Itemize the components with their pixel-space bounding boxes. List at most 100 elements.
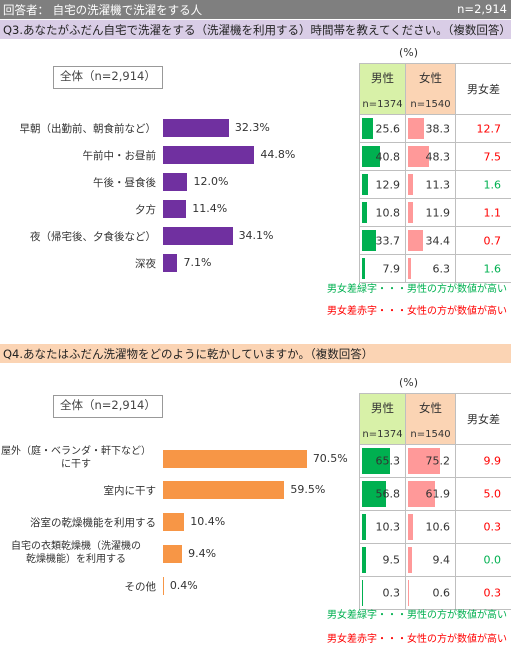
female-value: 48.3 [425,150,451,163]
female-cell-inner: 9.4 [406,544,455,576]
male-cell: 0.3 [359,576,406,610]
male-cell: 65.3 [359,444,406,478]
female-cell-inner: 0.6 [406,577,455,609]
diff-value: 12.7 [476,122,502,135]
female-header: 女性 n=1540 [405,393,456,445]
female-value: 75.2 [425,454,451,468]
diff-cell-inner: 0.7 [456,227,511,254]
value-label: 70.5% [312,452,348,465]
diff-value: 1.6 [483,178,502,191]
female-value: 10.6 [425,520,451,534]
male-value: 7.9 [382,262,401,275]
male-cell: 25.6 [359,114,406,143]
diff-header: 男女差 [455,393,511,445]
male-bar [362,448,391,474]
female-cell-inner: 11.9 [406,199,455,226]
value-label: 34.1% [238,229,274,242]
bar [163,254,178,272]
diff-cell: 0.3 [455,576,511,610]
male-header: 男性 n=1374 [359,393,406,445]
bar [163,200,187,218]
female-bar [408,118,425,139]
female-cell: 0.6 [405,576,456,610]
diff-value: 0.7 [483,234,502,247]
q3-total-badge: 全体（n=2,914） [53,66,163,89]
category-label: 浴室の乾燥機能を利用する [30,517,156,529]
female-cell-inner: 61.9 [406,478,455,510]
value-label: 7.1% [183,256,212,269]
category-label: 自宅の衣類乾燥機（洗濯機の 乾燥機能）を利用する [0,540,152,566]
male-bar [362,481,387,507]
bar [163,146,255,164]
diff-cell-inner: 0.3 [456,577,511,609]
female-header-wrap: 女性 n=1540 [406,64,455,114]
q4-unit: (%) [399,376,419,389]
diff-cell: 0.0 [455,543,511,577]
category-label-line: 乾燥機能）を利用する [26,554,126,565]
female-value: 34.4 [425,234,451,247]
male-cell-inner: 9.5 [360,544,405,576]
male-cell: 40.8 [359,142,406,171]
category-label-line: 自宅の衣類乾燥機（洗濯機の [11,541,141,552]
diff-value: 7.5 [483,150,502,163]
male-bar [362,202,367,223]
female-bar [408,146,429,167]
male-cell: 12.9 [359,170,406,199]
male-value: 0.3 [382,586,401,600]
value-label: 12.0% [193,175,229,188]
diff-cell: 5.0 [455,477,511,511]
male-cell: 7.9 [359,254,406,283]
bar [163,227,233,245]
diff-value: 0.0 [483,553,502,567]
diff-cell-inner: 9.9 [456,445,511,477]
category-label: 夕方 [135,204,156,216]
male-bar [362,118,373,139]
male-cell-inner: 10.8 [360,199,405,226]
q4-question: Q4.あなたはふだん洗濯物をどのように乾かしていますか。（複数回答） [3,347,374,361]
female-cell: 11.3 [405,170,456,199]
female-cell: 10.6 [405,510,456,544]
q4-gender-table: 男性 n=1374 女性 n=1540 男女差 65.3 75.2 9.9 56.8 61.9 5.… [359,393,511,610]
q4-total-badge: 全体（n=2,914） [53,395,163,418]
male-cell-inner: 7.9 [360,255,405,282]
diff-value: 1.6 [483,262,502,275]
female-bar [408,258,411,279]
diff-cell-inner: 1.6 [456,255,511,282]
male-bar [362,146,380,167]
female-cell-inner: 34.4 [406,227,455,254]
female-value: 11.9 [425,206,451,219]
diff-cell-inner: 12.7 [456,115,511,142]
value-label: 11.4% [192,202,228,215]
diff-value: 9.9 [483,454,502,468]
q3-question-bar: Q3.あなたがふだん自宅で洗濯をする（洗濯機を利用する）時間帯を教えてください。… [0,20,511,39]
diff-cell: 7.5 [455,142,511,171]
diff-cell: 9.9 [455,444,511,478]
q4-question-bar: Q4.あなたはふだん洗濯物をどのように乾かしていますか。（複数回答） [0,344,511,363]
diff-cell-inner: 7.5 [456,143,511,170]
female-bar [408,174,413,195]
male-cell: 56.8 [359,477,406,511]
diff-cell: 1.6 [455,254,511,283]
diff-cell: 0.3 [455,510,511,544]
male-header-title: 男性 [371,71,394,85]
diff-value: 0.3 [483,520,502,534]
female-cell-inner: 48.3 [406,143,455,170]
diff-cell-inner: 1.1 [456,199,511,226]
male-cell-inner: 33.7 [360,227,405,254]
male-header: 男性 n=1374 [359,63,406,115]
male-cell-inner: 0.3 [360,577,405,609]
female-bar [408,448,441,474]
value-label: 44.8% [260,148,296,161]
category-label-line: 屋外（庭・ベランダ・軒下など） [1,446,151,457]
female-value: 0.6 [432,586,451,600]
diff-value: 5.0 [483,487,502,501]
category-label: 深夜 [135,258,156,270]
male-cell-inner: 12.9 [360,171,405,198]
male-bar [362,258,366,279]
value-label: 10.4% [190,515,226,528]
bar [163,513,185,531]
male-cell: 33.7 [359,226,406,255]
female-cell: 11.9 [405,198,456,227]
category-label: その他 [124,581,157,593]
female-bar [408,514,413,540]
